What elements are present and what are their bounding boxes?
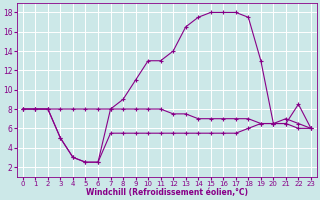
- X-axis label: Windchill (Refroidissement éolien,°C): Windchill (Refroidissement éolien,°C): [86, 188, 248, 197]
